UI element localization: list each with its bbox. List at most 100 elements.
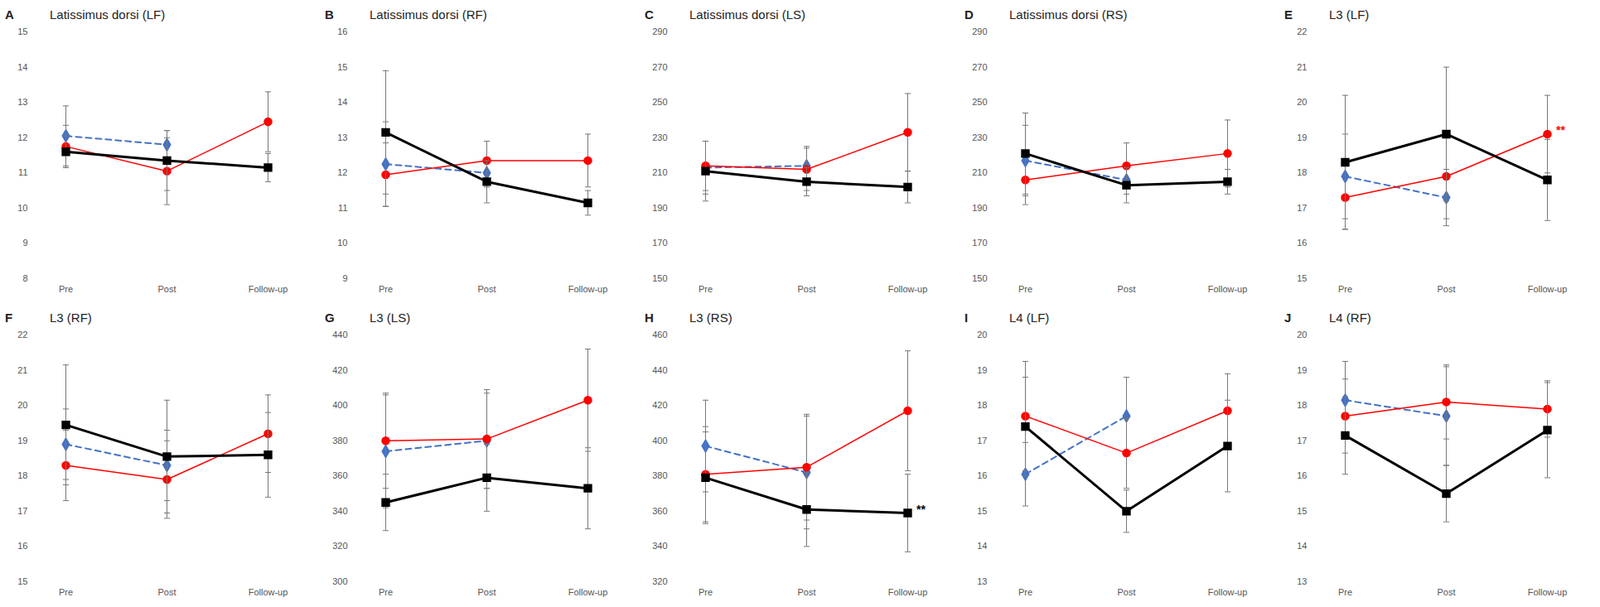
svg-text:16: 16 xyxy=(337,26,348,37)
svg-text:13: 13 xyxy=(337,132,348,143)
svg-text:Pre: Pre xyxy=(1338,587,1353,598)
svg-text:250: 250 xyxy=(652,96,668,107)
svg-text:Pre: Pre xyxy=(1018,587,1033,598)
svg-text:20: 20 xyxy=(1296,329,1307,340)
svg-text:Post: Post xyxy=(477,284,496,295)
svg-text:16: 16 xyxy=(976,470,987,481)
svg-text:10: 10 xyxy=(17,203,28,213)
svg-text:400: 400 xyxy=(332,400,348,411)
svg-text:9: 9 xyxy=(342,273,348,284)
svg-text:Follow-up: Follow-up xyxy=(568,284,609,295)
svg-text:19: 19 xyxy=(976,365,987,376)
svg-text:19: 19 xyxy=(1296,132,1307,143)
svg-text:300: 300 xyxy=(332,576,348,587)
svg-text:150: 150 xyxy=(652,273,668,284)
svg-text:13: 13 xyxy=(976,576,987,587)
svg-text:270: 270 xyxy=(652,62,668,73)
svg-text:Post: Post xyxy=(1116,587,1136,598)
svg-text:440: 440 xyxy=(332,329,348,340)
svg-text:Pre: Pre xyxy=(1338,284,1353,295)
svg-text:Follow-up: Follow-up xyxy=(1208,284,1248,295)
svg-text:Pre: Pre xyxy=(698,284,713,295)
svg-text:Follow-up: Follow-up xyxy=(248,587,289,598)
svg-text:15: 15 xyxy=(337,62,348,73)
svg-text:Post: Post xyxy=(797,587,816,598)
svg-text:11: 11 xyxy=(18,167,28,178)
svg-text:Pre: Pre xyxy=(1018,284,1033,295)
svg-text:320: 320 xyxy=(332,541,348,552)
svg-text:Pre: Pre xyxy=(58,587,73,598)
svg-text:16: 16 xyxy=(17,541,28,552)
svg-text:8: 8 xyxy=(22,273,28,284)
svg-text:170: 170 xyxy=(652,237,668,248)
svg-text:Pre: Pre xyxy=(698,587,713,598)
svg-text:15: 15 xyxy=(17,576,28,587)
svg-text:20: 20 xyxy=(17,400,28,411)
svg-text:15: 15 xyxy=(1296,506,1307,517)
svg-text:14: 14 xyxy=(17,62,28,73)
svg-text:Follow-up: Follow-up xyxy=(568,587,609,598)
svg-text:15: 15 xyxy=(1296,273,1307,284)
svg-text:10: 10 xyxy=(337,237,348,248)
svg-text:14: 14 xyxy=(1296,541,1307,552)
svg-text:13: 13 xyxy=(17,96,28,107)
svg-text:250: 250 xyxy=(971,96,987,107)
svg-text:Follow-up: Follow-up xyxy=(888,284,929,295)
svg-text:Follow-up: Follow-up xyxy=(1527,587,1568,598)
svg-text:12: 12 xyxy=(17,132,28,143)
svg-text:360: 360 xyxy=(332,470,348,481)
svg-text:150: 150 xyxy=(971,273,987,284)
svg-text:Follow-up: Follow-up xyxy=(888,587,929,598)
svg-text:22: 22 xyxy=(17,329,28,340)
svg-text:Post: Post xyxy=(157,587,176,598)
svg-text:270: 270 xyxy=(971,62,987,73)
svg-text:230: 230 xyxy=(971,132,987,143)
svg-text:**: ** xyxy=(1556,123,1566,137)
svg-text:170: 170 xyxy=(971,237,987,248)
svg-text:Follow-up: Follow-up xyxy=(1527,284,1568,295)
svg-text:460: 460 xyxy=(652,329,668,340)
svg-text:290: 290 xyxy=(652,26,668,37)
svg-text:17: 17 xyxy=(1296,435,1307,446)
svg-text:17: 17 xyxy=(17,506,28,517)
svg-text:21: 21 xyxy=(1296,62,1307,73)
svg-text:11: 11 xyxy=(338,203,348,213)
svg-text:21: 21 xyxy=(17,365,28,376)
svg-text:420: 420 xyxy=(332,365,348,376)
svg-text:13: 13 xyxy=(1296,576,1307,587)
svg-text:Follow-up: Follow-up xyxy=(248,284,289,295)
svg-text:19: 19 xyxy=(1296,365,1307,376)
svg-text:380: 380 xyxy=(652,470,668,481)
svg-text:290: 290 xyxy=(971,26,987,37)
svg-text:360: 360 xyxy=(652,506,668,517)
svg-text:230: 230 xyxy=(652,132,668,143)
svg-text:Pre: Pre xyxy=(378,587,393,598)
svg-text:Post: Post xyxy=(1116,284,1136,295)
svg-text:20: 20 xyxy=(976,329,987,340)
svg-text:18: 18 xyxy=(1296,167,1307,178)
svg-text:Post: Post xyxy=(1436,284,1455,295)
svg-text:16: 16 xyxy=(1296,237,1307,248)
svg-text:340: 340 xyxy=(332,506,348,517)
svg-text:210: 210 xyxy=(652,167,668,178)
svg-text:**: ** xyxy=(916,502,926,517)
svg-text:190: 190 xyxy=(652,203,668,213)
svg-text:340: 340 xyxy=(652,541,668,552)
svg-text:15: 15 xyxy=(17,26,28,37)
svg-text:Post: Post xyxy=(797,284,816,295)
svg-text:Pre: Pre xyxy=(58,284,73,295)
svg-text:420: 420 xyxy=(652,400,668,411)
svg-text:18: 18 xyxy=(1296,400,1307,411)
svg-text:190: 190 xyxy=(971,203,987,213)
svg-text:18: 18 xyxy=(976,400,987,411)
svg-text:18: 18 xyxy=(17,470,28,481)
svg-text:16: 16 xyxy=(1296,470,1307,481)
svg-text:Post: Post xyxy=(477,587,496,598)
svg-text:Follow-up: Follow-up xyxy=(1208,587,1248,598)
svg-text:20: 20 xyxy=(1296,96,1307,107)
svg-text:17: 17 xyxy=(1296,203,1307,213)
svg-text:22: 22 xyxy=(1296,26,1307,37)
svg-text:440: 440 xyxy=(652,365,668,376)
svg-text:15: 15 xyxy=(976,506,987,517)
svg-text:Post: Post xyxy=(1436,587,1455,598)
